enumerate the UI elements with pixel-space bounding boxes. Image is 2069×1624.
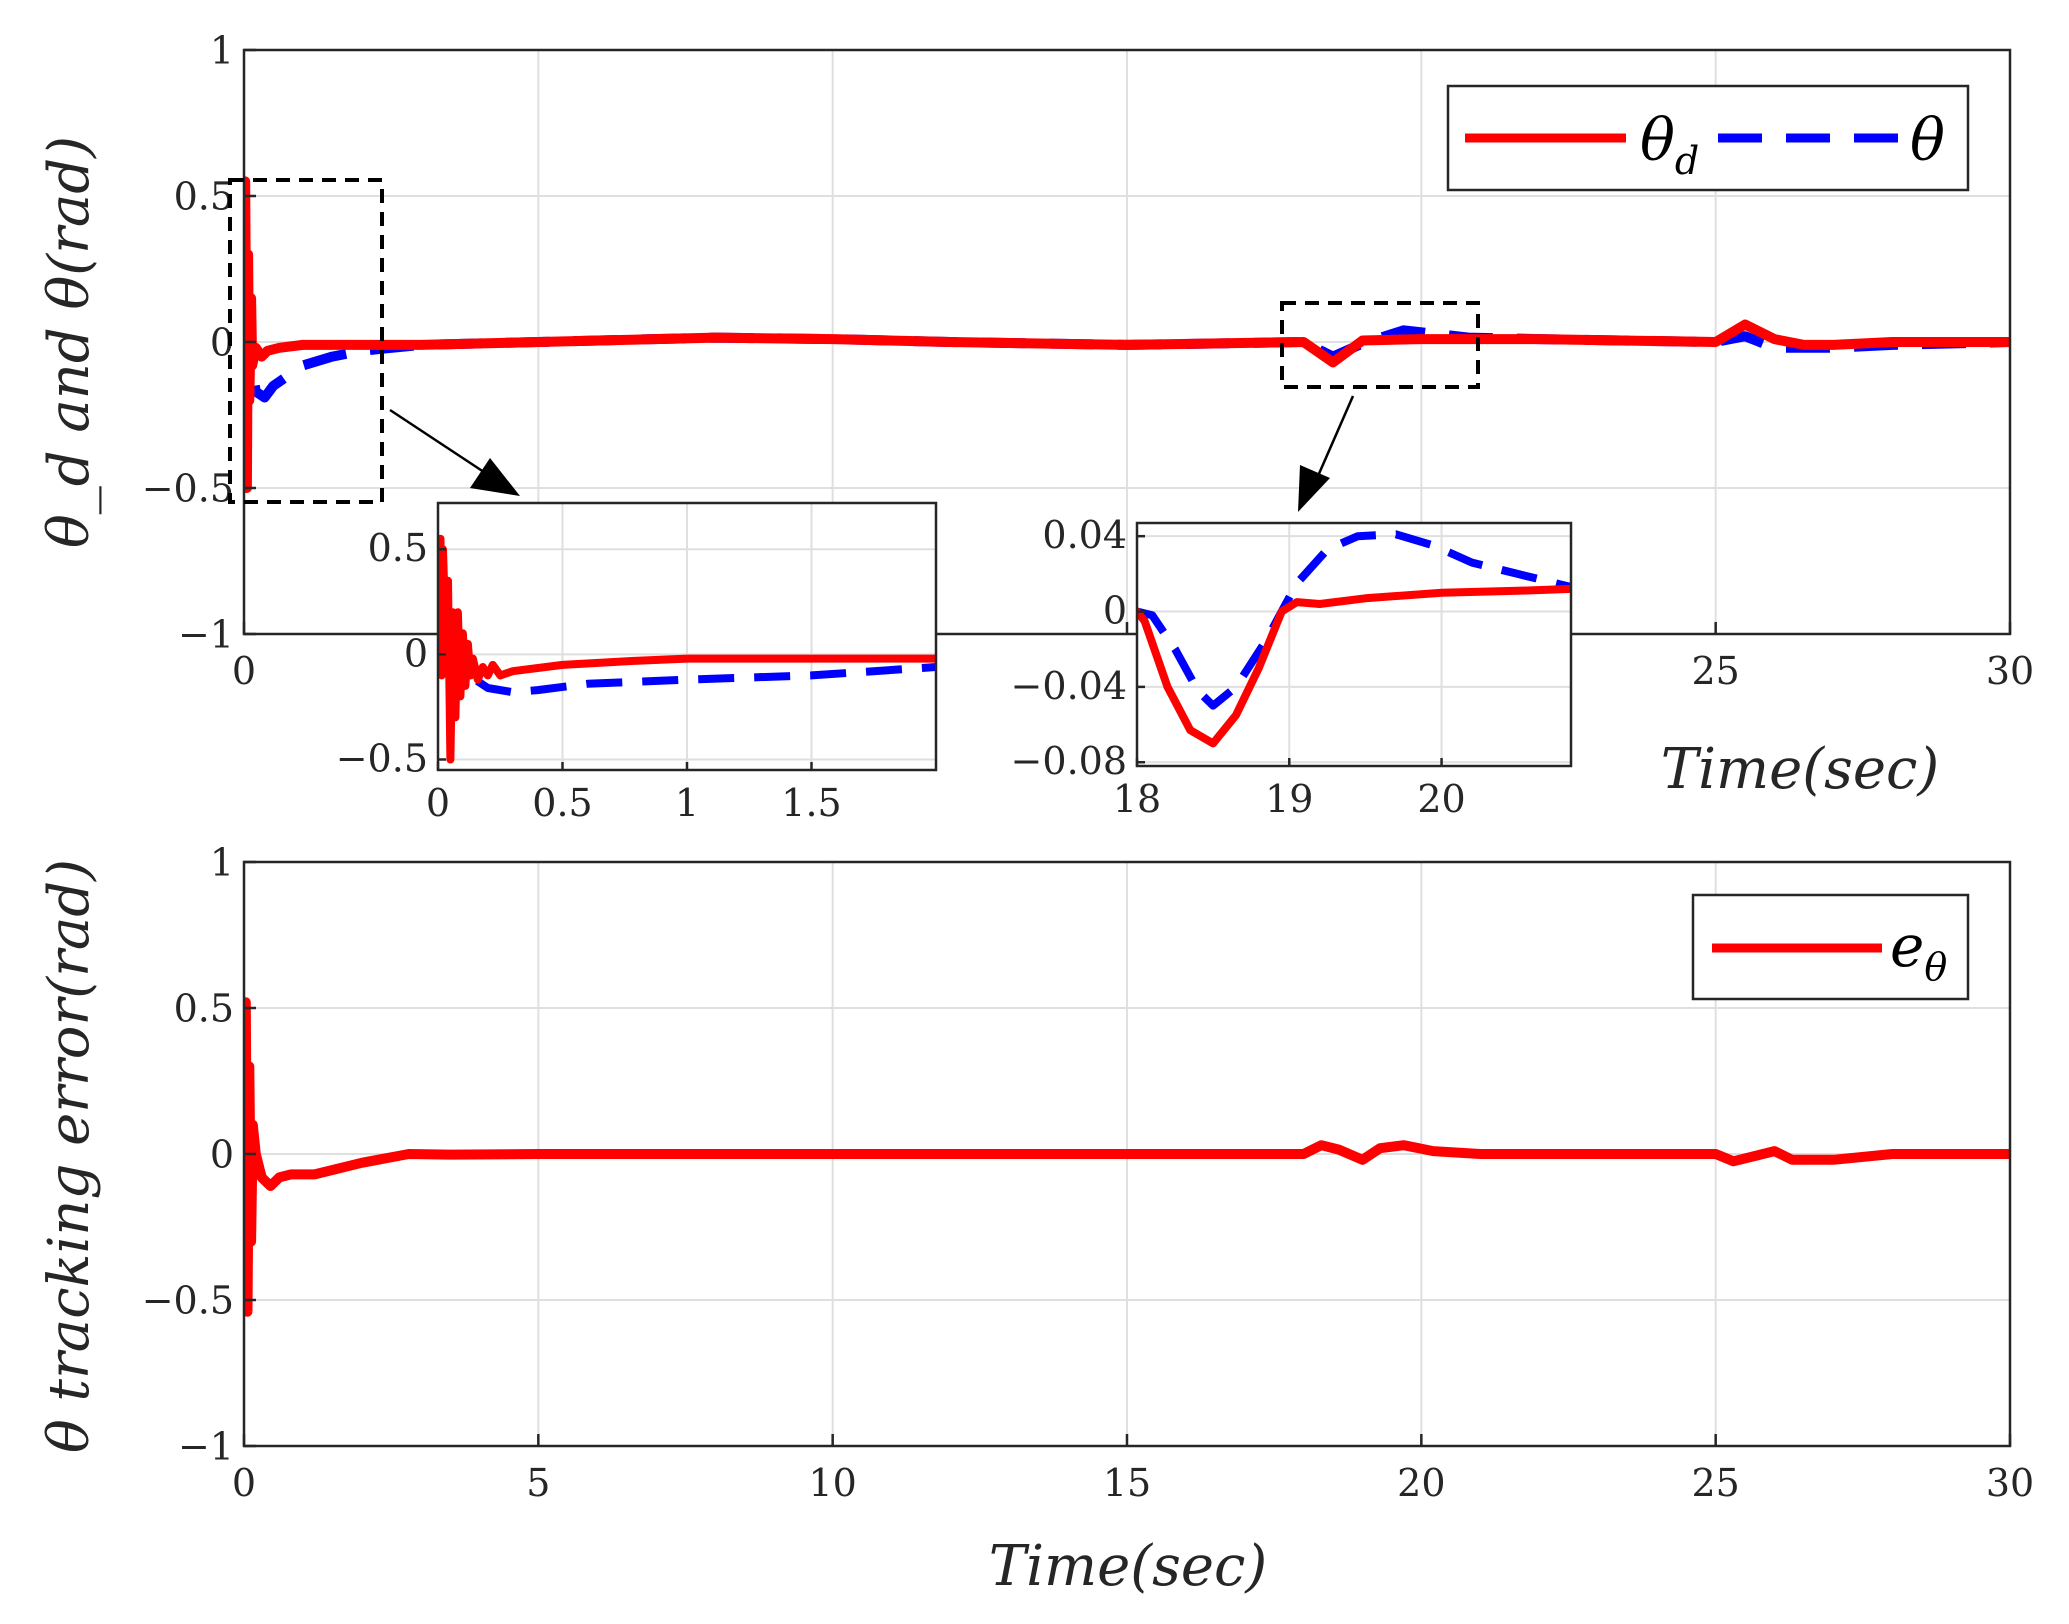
zoom-arrow-2-head <box>1298 465 1330 512</box>
inset-2-ticks <box>1135 534 1443 766</box>
inset1-x-tick-label: 0.5 <box>532 781 592 825</box>
top-x-tick-label: 30 <box>1986 649 2034 693</box>
top-x-tick-label: 0 <box>232 649 256 693</box>
inset1-x-tick-label: 1.5 <box>781 781 841 825</box>
zoom-arrow-2 <box>1316 395 1355 477</box>
top-y-tick-label: 1 <box>210 28 234 72</box>
top-series <box>244 176 2010 493</box>
bottom-y-tick-label: 0.5 <box>174 986 234 1030</box>
bottom-series <box>244 997 2010 1317</box>
inset1-y-tick-label: 0 <box>404 631 428 675</box>
bottom-x-tick-label: 15 <box>1103 1461 1151 1505</box>
inset-2-background <box>1137 523 1571 766</box>
top-y-axis-label: θ_d and θ(rad) <box>37 136 102 548</box>
bottom-x-axis-label: Time(sec) <box>989 1534 1267 1599</box>
inset1-x-tick-label: 0 <box>426 781 450 825</box>
bottom-legend: eθ <box>1691 893 1970 1001</box>
inset2-x-tick-label: 20 <box>1417 777 1465 821</box>
inset-2-frame <box>1135 521 1573 768</box>
zoom-box-2 <box>1280 301 1480 389</box>
inset2-series-theta <box>1137 530 1571 710</box>
bottom-y-axis-label: θ tracking error(rad) <box>37 859 102 1453</box>
zoom-box-1 <box>228 178 384 504</box>
legend-theta-d-label: θd <box>1640 106 1699 183</box>
inset-2: 18 19 20 −0.08 −0.04 0 0.04 <box>1011 513 1573 821</box>
inset-1: 0 0.5 1 1.5−0.500.5 <box>336 501 938 825</box>
bottom-y-tick-label: 0 <box>210 1132 234 1176</box>
inset2-y-tick-label: 0 <box>1103 588 1127 632</box>
inset1-series-theta-d <box>438 534 936 764</box>
inset1-x-tick-label: 1 <box>675 781 699 825</box>
inset2-series-theta-d <box>1137 584 1571 748</box>
top-legend: θd θ <box>1446 84 1970 192</box>
top-series-theta-d <box>244 176 2010 493</box>
bottom-series-e-theta <box>244 997 2010 1317</box>
top-y-tick-label: −0.5 <box>142 466 234 510</box>
bottom-x-tick-label: 25 <box>1691 1461 1739 1505</box>
inset2-y-tick-label: −0.08 <box>1011 739 1127 783</box>
top-y-tick-label: 0.5 <box>174 174 234 218</box>
inset-2-tick-labels: 18 19 20 −0.08 −0.04 0 0.04 <box>1011 513 1466 821</box>
inset-1-series <box>438 534 936 764</box>
inset2-y-tick-label: −0.04 <box>1011 664 1127 708</box>
inset1-y-tick-label: −0.5 <box>336 736 428 780</box>
bottom-x-tick-label: 30 <box>1986 1461 2034 1505</box>
bottom-x-tick-label: 0 <box>232 1461 256 1505</box>
bottom-axes: 0 5 10 15 20 25 30 −1 −0.5 0 0.5 1 θ tracking error… <box>37 840 2034 1599</box>
inset2-y-tick-label: 0.04 <box>1042 513 1127 557</box>
inset-1-ticks <box>436 548 813 770</box>
bottom-y-tick-label: −1 <box>178 1424 234 1468</box>
zoom-arrow-1-head <box>470 458 520 496</box>
legend-e-theta-label: eθ <box>1890 912 1947 989</box>
inset2-x-tick-label: 18 <box>1113 777 1161 821</box>
bottom-tick-labels: 0 5 10 15 20 25 30 −1 −0.5 0 0.5 1 <box>142 840 2034 1505</box>
bottom-x-tick-label: 10 <box>808 1461 856 1505</box>
top-axes: 0 25 30 −1 −0.5 0 0.5 1 θ_d and θ(rad) Time(sec… <box>37 28 2034 802</box>
top-x-axis-label: Time(sec) <box>1661 737 1939 802</box>
bottom-y-tick-label: 1 <box>210 840 234 884</box>
top-x-tick-label: 25 <box>1691 649 1739 693</box>
legend-theta-label: θ <box>1910 106 1945 174</box>
inset-2-series <box>1137 530 1571 748</box>
inset1-y-tick-label: 0.5 <box>368 526 428 570</box>
inset-1-tick-labels: 0 0.5 1 1.5−0.500.5 <box>336 526 842 825</box>
bottom-y-tick-label: −0.5 <box>142 1278 234 1322</box>
inset2-x-tick-label: 19 <box>1265 777 1313 821</box>
bottom-ticks <box>242 860 2012 1448</box>
zoom-arrow-1 <box>389 408 497 482</box>
top-y-tick-label: −1 <box>178 612 234 656</box>
bottom-x-tick-label: 5 <box>526 1461 550 1505</box>
bottom-x-tick-label: 20 <box>1397 1461 1445 1505</box>
